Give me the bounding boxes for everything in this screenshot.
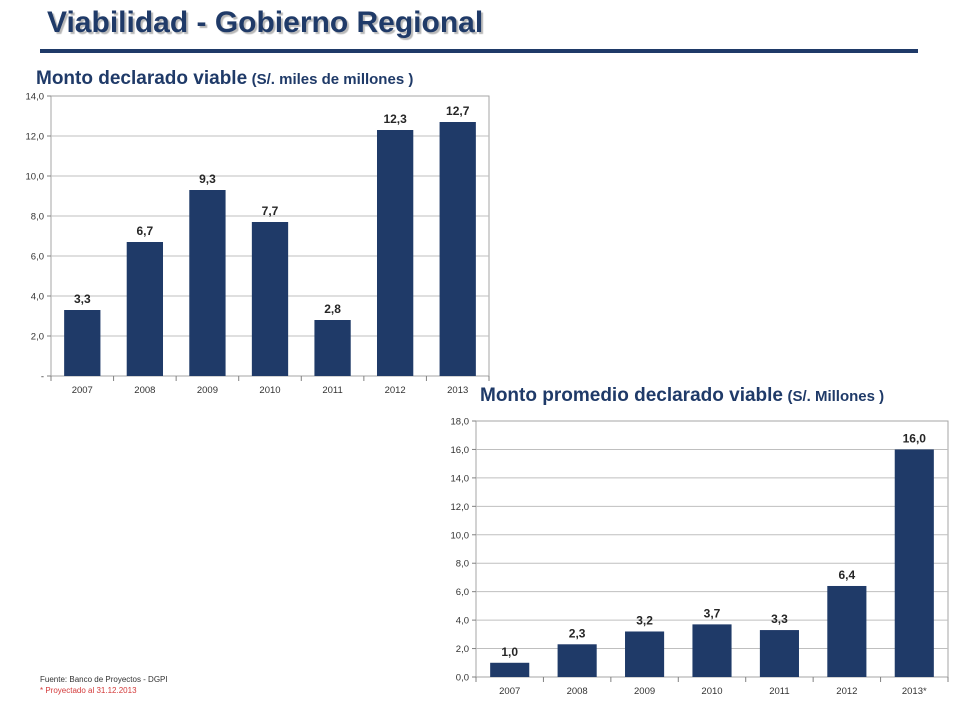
chart-2-bar-2008	[557, 644, 597, 677]
chart-1-x-tick-label: 2013	[447, 385, 468, 396]
chart-2-x-tick-label: 2007	[499, 686, 520, 697]
chart-1-x-tick-label: 2012	[385, 385, 406, 396]
chart-2-x-tick-label: 2009	[634, 686, 655, 697]
chart-2-y-tick-label: 0,0	[456, 673, 469, 684]
chart-1-title: Monto declarado viable (S/. miles de mil…	[36, 68, 413, 90]
chart-2-y-tick-label: 2,0	[456, 644, 469, 655]
chart-1-monto-declarado-viable: - 2,0 4,0 6,0 8,0 10,0 12,0 14,0 3,3 2007 6,7 2008 9…	[26, 92, 490, 396]
chart-1-x-tick-label: 2010	[259, 385, 280, 396]
chart-1-title-text: Monto declarado viable	[36, 68, 248, 89]
chart-2-bar-2009	[625, 631, 665, 677]
chart-1-value-label: 3,3	[74, 292, 91, 306]
chart-1-x-tick-label: 2011	[322, 385, 342, 396]
chart-2-value-label: 3,3	[771, 612, 788, 626]
chart-1-bar-2010	[251, 222, 289, 376]
chart-2-value-label: 6,4	[839, 568, 856, 582]
chart-1-y-tick-label: 8,0	[31, 212, 44, 223]
chart-2-y-tick-label: 18,0	[451, 417, 470, 428]
chart-1-bar-2007	[64, 310, 101, 376]
chart-2-y-tick-label: 10,0	[451, 530, 470, 541]
chart-1-y-tick-label: 4,0	[31, 292, 44, 303]
chart-2-x-tick-label: 2011	[769, 686, 789, 697]
chart-1-value-label: 9,3	[199, 172, 216, 186]
chart-2-value-label: 1,0	[501, 645, 518, 659]
chart-2-bar-2007	[490, 662, 530, 677]
chart-2-x-tick-label: 2010	[701, 686, 722, 697]
chart-1-value-label: 12,7	[446, 104, 470, 118]
chart-1-unit-label: (S/. miles de millones )	[251, 71, 414, 88]
chart-1-y-tick-label: 12,0	[26, 132, 45, 143]
chart-1-bar-2008	[126, 242, 164, 376]
chart-1-y-tick-label: -	[41, 372, 44, 383]
chart-2-y-tick-label: 12,0	[451, 502, 470, 513]
chart-2-unit-label: (S/. Millones )	[787, 388, 885, 405]
chart-1-y-tick-label: 2,0	[31, 332, 44, 343]
chart-2-value-label: 3,7	[704, 606, 721, 620]
chart-2-value-label: 3,2	[636, 613, 653, 627]
chart-1-y-tick-label: 14,0	[26, 92, 45, 103]
chart-1-bar-2011	[314, 320, 351, 376]
chart-1-y-tick-label: 6,0	[31, 252, 44, 263]
chart-2-monto-promedio-declarado-viable: 0,0 2,0 4,0 6,0 8,0 10,0 12,0 14,0 16,0 18,0 1,0 20…	[451, 417, 949, 697]
chart-1-bar-2009	[189, 190, 226, 376]
chart-2-y-tick-label: 6,0	[456, 587, 469, 598]
chart-1-x-tick-label: 2007	[72, 385, 93, 396]
chart-1-x-tick-label: 2008	[134, 385, 155, 396]
source-footnote: Fuente: Banco de Proyectos - DGPI	[40, 675, 168, 684]
slide-title: Viabilidad - Gobierno Regional	[47, 6, 484, 39]
chart-2-x-tick-label: 2013*	[902, 686, 927, 697]
chart-2-value-label: 2,3	[569, 626, 586, 640]
chart-2-y-tick-label: 4,0	[456, 616, 469, 627]
chart-1-x-tick-label: 2009	[197, 385, 218, 396]
chart-1-y-tick-label: 10,0	[26, 172, 45, 183]
chart-2-bar-2013*	[894, 449, 934, 677]
chart-2-x-tick-label: 2008	[567, 686, 588, 697]
chart-2-y-tick-label: 16,0	[451, 445, 470, 456]
chart-2-x-tick-label: 2012	[836, 686, 857, 697]
chart-2-bar-2012	[827, 585, 867, 677]
chart-1-value-label: 2,8	[324, 302, 341, 316]
chart-2-bar-2010	[692, 624, 732, 677]
chart-1-bar-2012	[376, 130, 414, 376]
chart-2-title-text: Monto promedio declarado viable	[480, 385, 783, 406]
title-rule	[40, 49, 918, 53]
chart-2-value-label: 16,0	[903, 431, 927, 445]
chart-1-value-label: 6,7	[137, 224, 154, 238]
chart-2-title: Monto promedio declarado viable (S/. Mil…	[480, 385, 884, 407]
chart-1-value-label: 7,7	[262, 204, 279, 218]
chart-1-value-label: 12,3	[383, 112, 407, 126]
chart-2-bar-2011	[759, 630, 799, 677]
chart-2-y-tick-label: 14,0	[451, 473, 470, 484]
chart-2-y-tick-label: 8,0	[456, 559, 469, 570]
projection-footnote: * Proyectado al 31.12.2013	[40, 686, 137, 695]
chart-1-bar-2013	[439, 122, 476, 376]
